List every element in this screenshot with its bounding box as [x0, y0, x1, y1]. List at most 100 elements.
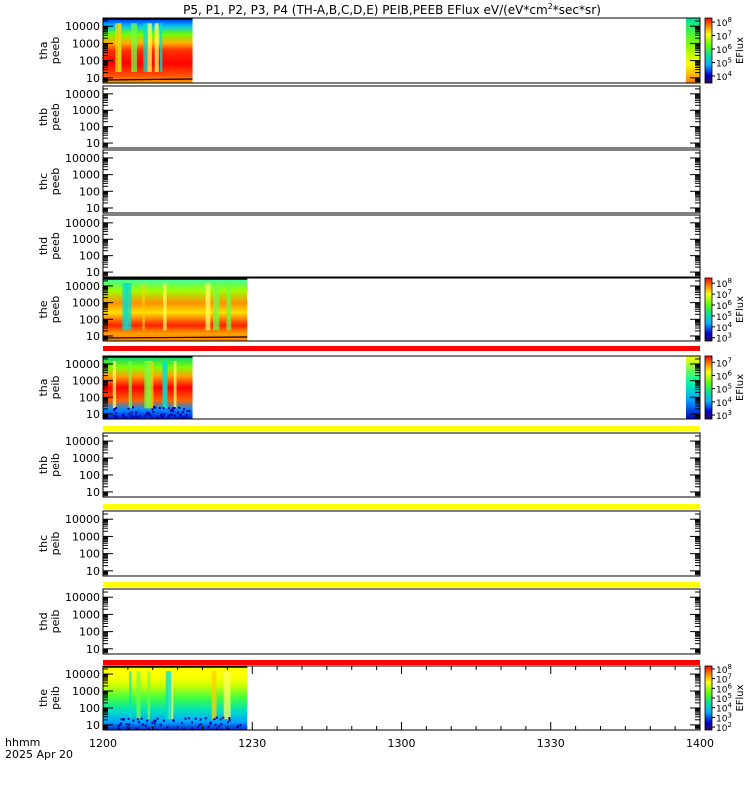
spectrogram-stripe — [115, 23, 122, 72]
colorbar-tick-base: 10 — [716, 412, 728, 422]
y-tick-label: 1000 — [72, 375, 100, 388]
colorbar-tick-base: 10 — [716, 324, 728, 334]
colorbar-tick-exp: 7 — [727, 288, 731, 296]
colorbar-tick-label: 107 — [716, 356, 732, 369]
spectrogram-speckle — [122, 413, 125, 416]
spectrogram-stripe — [142, 283, 145, 331]
spectrogram-speckle — [183, 408, 186, 411]
spectrogram-speckle — [162, 406, 165, 409]
title-main: P5, P1, P2, P3, P4 (TH-A,B,C,D,E) PEIB,P… — [183, 3, 548, 17]
spectrogram-speckle — [172, 410, 175, 413]
spectrogram-speckle — [147, 727, 150, 730]
spectrogram-speckle — [166, 726, 169, 729]
spectrogram-speckle — [181, 410, 184, 413]
y-tick-label: 10000 — [65, 20, 100, 33]
spectrogram-speckle — [183, 727, 186, 730]
spectrogram-speckle — [173, 414, 176, 417]
panel-frame — [102, 510, 701, 577]
spectrogram-speckle — [148, 412, 151, 415]
y-tick-label: 10 — [86, 643, 100, 656]
colorbar-tick-base: 10 — [716, 666, 728, 676]
spectrogram-stripe — [154, 23, 159, 72]
y-tick-label: 1000 — [72, 685, 100, 698]
colorbar-tick-base: 10 — [716, 19, 728, 29]
panel-thd-peeb: 10 100 1000 10000 thd peeb — [37, 214, 701, 279]
panel-frame — [102, 214, 701, 278]
spectrogram-speckle — [154, 406, 157, 409]
spectrogram-speckle — [222, 716, 225, 719]
spectrogram-speckle — [152, 410, 155, 413]
panel-probe-label: the — [37, 300, 50, 318]
y-tick-label: 10 — [86, 330, 100, 343]
panel-frame — [102, 432, 701, 498]
spectrogram-speckle — [146, 411, 149, 414]
y-tick-label: 100 — [79, 250, 100, 263]
status-flag-bar — [103, 426, 700, 431]
spectrogram-speckle — [186, 410, 189, 413]
x-tick-label: 1330 — [537, 737, 565, 750]
spectrogram-speckle — [227, 721, 230, 724]
colorbar-tick-base: 10 — [716, 676, 728, 686]
colorbar-tick-exp: 3 — [727, 409, 731, 417]
colorbar-tick-label: 105 — [716, 310, 732, 323]
spectrogram-speckle — [136, 718, 139, 721]
y-tick-label: 10 — [86, 408, 100, 421]
panel-probe-label: thc — [37, 535, 50, 552]
spectrogram-speckle — [199, 723, 202, 726]
colorbar-tick-exp: 2 — [727, 721, 731, 729]
panel-thc-peib: 10 100 1000 10000 thc peib — [37, 510, 701, 578]
potential-trace — [102, 336, 248, 339]
colorbar-tick-label: 103 — [716, 332, 732, 345]
colorbar-tick-exp: 7 — [727, 30, 731, 38]
y-tick-label: 1000 — [72, 37, 100, 50]
colorbar-tick-exp: 8 — [727, 663, 731, 671]
edge-fill — [686, 356, 700, 419]
spectrogram-speckle — [161, 415, 164, 418]
colorbar-tick-base: 10 — [716, 313, 728, 323]
spectrogram-speckle — [219, 718, 222, 721]
colorbar-tick-label: 105 — [716, 692, 732, 705]
status-flag-bar — [103, 582, 700, 587]
colorbar-tick-exp: 4 — [727, 396, 732, 404]
spectrogram-speckle — [154, 720, 157, 723]
colorbar-tick-label: 104 — [716, 321, 732, 334]
colorbar-tick-exp: 5 — [727, 56, 731, 64]
spectrogram-speckle — [114, 412, 117, 415]
panel-probe-label: thb — [37, 108, 50, 126]
colorbar-tick-label: 107 — [716, 288, 732, 301]
x-axis: hhmm 2025 Apr 20 1200 1230 1300 1330 1400 — [5, 666, 714, 761]
spectrogram-speckle — [160, 413, 163, 416]
y-tick-label: 100 — [79, 469, 100, 482]
colorbar-tick-base: 10 — [716, 59, 728, 69]
colorbar-tick-exp: 4 — [727, 702, 732, 710]
spectrogram-speckle — [213, 718, 216, 721]
colorbar-label: EFlux — [735, 374, 746, 401]
colorbar-tick-label: 107 — [716, 30, 732, 43]
spectrogram-speckle — [228, 717, 231, 720]
panel-probe-label: tha — [37, 41, 50, 59]
colorbar-tick-base: 10 — [716, 695, 728, 705]
spectrogram-speckle — [125, 723, 128, 726]
spectrogram-speckle — [160, 415, 163, 418]
spectrogram-speckle — [113, 414, 116, 417]
spectrogram-speckle — [120, 722, 123, 725]
colorbar-tick-base: 10 — [716, 335, 728, 345]
y-tick-label: 100 — [79, 391, 100, 404]
colorbar-tick-base: 10 — [716, 724, 728, 734]
spectrogram-stripe — [136, 671, 141, 720]
spectrogram-speckle — [182, 416, 185, 419]
colorbar-tick-exp: 5 — [727, 383, 731, 391]
status-flag-bar — [103, 504, 700, 509]
colorbar-tick-exp: 7 — [727, 356, 731, 364]
spectrogram-speckle — [127, 727, 130, 730]
colorbar-tick-label: 106 — [716, 299, 732, 312]
spectrogram-speckle — [115, 407, 118, 410]
y-tick-label: 100 — [79, 313, 100, 326]
y-tick-label: 10000 — [65, 668, 100, 681]
spectrogram-speckle — [228, 719, 231, 722]
panel-instrument-label: peeb — [49, 37, 62, 65]
spectrogram-speckle — [173, 406, 176, 409]
